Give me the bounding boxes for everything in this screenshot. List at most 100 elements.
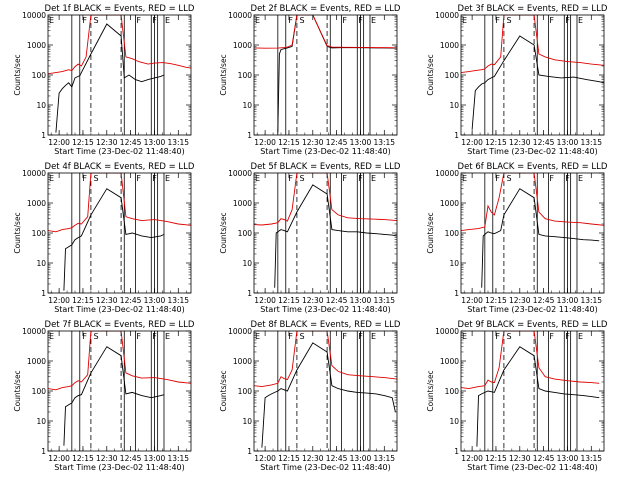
phase-marker-label: F xyxy=(342,174,347,183)
x-tick-label: 13:00 xyxy=(144,138,166,147)
phase-marker-label: S xyxy=(506,174,511,183)
x-tick-label: 13:15 xyxy=(373,296,395,305)
series-line-events xyxy=(63,346,165,446)
phase-marker-label: F xyxy=(358,332,363,341)
plot-frame xyxy=(253,330,398,452)
y-tick-label: 10 xyxy=(449,417,459,426)
phase-marker-label: F xyxy=(288,16,293,25)
phase-marker-label: S xyxy=(93,16,98,25)
x-tick-label: 13:15 xyxy=(167,296,189,305)
x-tick-label: 13:00 xyxy=(350,138,372,147)
y-tick-label: 1 xyxy=(454,447,459,456)
chart-title: Det 5f BLACK = Events, RED = LLD xyxy=(251,162,401,172)
phase-marker-label: E xyxy=(578,174,583,183)
x-tick-label: 12:45 xyxy=(533,454,555,463)
y-tick-label: 10000 xyxy=(228,11,252,20)
series-line-lld xyxy=(48,173,191,233)
x-axis-label: Start Time (23-Dec-02 11:48:40) xyxy=(54,463,185,472)
x-tick-label: 13:15 xyxy=(580,296,602,305)
x-axis-label: Start Time (23-Dec-02 11:48:40) xyxy=(467,147,598,156)
y-tick-label: 100 xyxy=(32,71,47,80)
chart-title: Det 3f BLACK = Events, RED = LLD xyxy=(458,4,608,14)
series-line-lld xyxy=(461,331,600,390)
series-line-lld xyxy=(254,331,397,388)
x-tick-label: 13:15 xyxy=(373,454,395,463)
phase-marker-label: F xyxy=(342,16,347,25)
x-tick-label: 12:45 xyxy=(120,296,142,305)
plot-frame xyxy=(253,14,398,136)
series-line-events xyxy=(55,23,165,133)
x-tick-label: 12:00 xyxy=(461,296,483,305)
x-tick-label: 13:15 xyxy=(580,138,602,147)
x-tick-label: 13:00 xyxy=(144,454,166,463)
x-axis-label: Start Time (23-Dec-02 11:48:40) xyxy=(260,305,391,314)
chart-title: Det 2f BLACK = Events, RED = LLD xyxy=(251,4,401,14)
y-tick-label: 100 xyxy=(238,229,253,238)
y-tick-label: 10000 xyxy=(228,327,252,336)
y-tick-label: 1 xyxy=(247,289,252,298)
series-line-events xyxy=(471,35,604,130)
phase-marker-label: F xyxy=(288,332,293,341)
y-tick-label: 1000 xyxy=(440,199,459,208)
x-tick-label: 13:00 xyxy=(350,296,372,305)
x-axis-label: Start Time (23-Dec-02 11:48:40) xyxy=(260,463,391,472)
x-tick-label: 13:15 xyxy=(373,138,395,147)
x-tick-label: 12:30 xyxy=(302,296,324,305)
phase-marker-label: E xyxy=(462,16,467,25)
x-tick-label: 12:30 xyxy=(509,454,531,463)
series-line-lld xyxy=(48,15,191,75)
y-tick-label: 100 xyxy=(238,71,253,80)
x-tick-label: 12:30 xyxy=(302,138,324,147)
chart-title: Det 7f BLACK = Events, RED = LLD xyxy=(45,320,195,330)
x-axis-label: Start Time (23-Dec-02 11:48:40) xyxy=(467,305,598,314)
chart-title: Det 4f BLACK = Events, RED = LLD xyxy=(45,162,195,172)
phase-marker-label: F xyxy=(82,332,87,341)
chart-title: Det 1f BLACK = Events, RED = LLD xyxy=(45,4,195,14)
y-tick-label: 10 xyxy=(242,259,252,268)
phase-marker-label: F xyxy=(565,16,570,25)
x-tick-label: 12:45 xyxy=(120,454,142,463)
x-tick-label: 12:15 xyxy=(278,138,300,147)
y-axis-label: Counts/sec xyxy=(426,370,435,411)
phase-marker-label: F xyxy=(152,332,157,341)
phase-marker-label: F xyxy=(342,332,347,341)
phase-marker-label: E xyxy=(578,332,583,341)
x-tick-label: 12:00 xyxy=(48,454,70,463)
x-axis-label: Start Time (23-Dec-02 11:48:40) xyxy=(467,463,598,472)
phase-marker-label: E xyxy=(165,16,170,25)
x-tick-label: 12:00 xyxy=(461,138,483,147)
y-tick-label: 10000 xyxy=(435,327,459,336)
x-tick-label: 12:00 xyxy=(461,454,483,463)
x-tick-label: 12:15 xyxy=(72,454,94,463)
x-axis-label: Start Time (23-Dec-02 11:48:40) xyxy=(260,147,391,156)
x-axis-label: Start Time (23-Dec-02 11:48:40) xyxy=(54,147,185,156)
series-line-events xyxy=(274,184,397,288)
y-tick-label: 100 xyxy=(445,387,460,396)
phase-marker-label: S xyxy=(299,174,304,183)
phase-marker-label: S xyxy=(93,332,98,341)
phase-marker-label: S xyxy=(506,16,511,25)
y-tick-label: 1 xyxy=(247,131,252,140)
y-tick-label: 1000 xyxy=(440,41,459,50)
series-line-events xyxy=(476,346,600,447)
phase-marker-label: S xyxy=(299,332,304,341)
x-tick-label: 12:30 xyxy=(509,296,531,305)
y-tick-label: 10000 xyxy=(22,11,46,20)
phase-marker-label: F xyxy=(565,174,570,183)
phase-marker-label: S xyxy=(299,16,304,25)
phase-marker-label: F xyxy=(549,16,554,25)
phase-marker-label: E xyxy=(49,16,54,25)
y-tick-label: 100 xyxy=(32,229,47,238)
phase-marker-label: F xyxy=(549,174,554,183)
phase-marker-label: F xyxy=(549,332,554,341)
y-axis-label: Counts/sec xyxy=(426,212,435,253)
y-tick-label: 10000 xyxy=(435,11,459,20)
y-tick-label: 10 xyxy=(449,259,459,268)
phase-marker-label: E xyxy=(49,332,54,341)
y-tick-label: 1 xyxy=(247,447,252,456)
y-tick-label: 1000 xyxy=(440,357,459,366)
series-line-lld xyxy=(254,173,397,226)
phase-marker-label: E xyxy=(371,174,376,183)
